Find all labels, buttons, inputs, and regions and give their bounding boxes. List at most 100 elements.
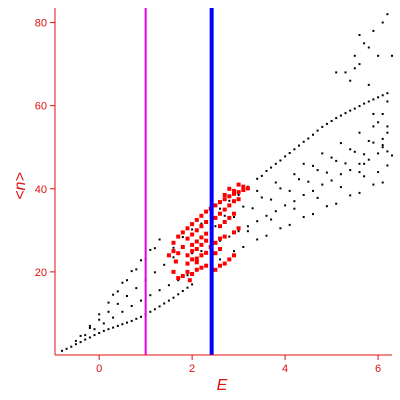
data-point-series-1	[166, 253, 171, 258]
data-point-series-1	[199, 213, 204, 218]
data-point-series-1	[218, 200, 222, 205]
data-point-series-1	[232, 199, 236, 204]
data-point-series-0	[312, 189, 314, 192]
data-point-series-1	[199, 242, 204, 247]
data-point-series-0	[312, 213, 314, 216]
data-point-series-0	[386, 92, 389, 95]
data-point-series-0	[372, 98, 375, 101]
data-point-series-0	[344, 71, 347, 74]
data-point-series-0	[386, 13, 389, 16]
data-point-series-0	[335, 71, 338, 74]
data-point-series-1	[185, 261, 190, 266]
data-point-series-1	[213, 240, 218, 245]
data-point-series-0	[363, 175, 366, 178]
data-point-series-1	[190, 272, 195, 276]
data-point-series-1	[218, 263, 222, 268]
data-point-series-0	[98, 318, 101, 321]
data-point-series-0	[228, 199, 231, 202]
data-point-series-0	[112, 293, 115, 296]
data-point-series-0	[353, 54, 356, 57]
data-point-series-0	[274, 181, 277, 184]
data-point-series-0	[181, 290, 184, 292]
data-point-series-0	[135, 268, 138, 271]
data-point-series-0	[130, 319, 133, 322]
data-point-series-0	[302, 162, 305, 165]
data-point-series-1	[232, 230, 236, 235]
data-point-series-1	[190, 257, 195, 262]
data-point-series-0	[372, 125, 375, 128]
data-point-series-0	[88, 327, 91, 329]
data-point-series-0	[302, 140, 305, 143]
data-point-series-0	[181, 236, 184, 238]
data-point-series-0	[279, 159, 282, 162]
data-point-series-1	[232, 188, 236, 193]
data-point-series-1	[204, 231, 209, 236]
data-point-series-0	[79, 341, 82, 344]
data-point-series-0	[381, 137, 384, 140]
data-point-series-0	[112, 326, 115, 329]
data-point-series-0	[93, 334, 96, 337]
data-point-series-0	[302, 216, 305, 218]
data-point-series-0	[246, 225, 249, 228]
data-point-series-0	[293, 148, 296, 151]
data-point-series-1	[227, 203, 232, 208]
data-point-series-0	[288, 189, 291, 192]
data-point-series-0	[316, 169, 319, 172]
data-point-series-0	[316, 196, 319, 199]
data-point-series-0	[293, 173, 296, 176]
data-point-series-1	[176, 276, 181, 281]
y-axis-title: <n>	[12, 172, 29, 200]
vertical-lines	[144, 8, 214, 355]
data-point-series-0	[130, 270, 133, 273]
data-point-series-0	[126, 279, 128, 282]
data-point-series-0	[372, 29, 375, 32]
data-point-series-0	[349, 109, 352, 112]
data-point-series-0	[353, 150, 356, 153]
data-point-series-0	[279, 227, 282, 230]
data-point-series-1	[190, 249, 195, 254]
data-point-series-0	[256, 238, 259, 241]
data-point-series-0	[158, 305, 161, 308]
data-point-series-0	[381, 113, 384, 115]
data-point-series-1	[185, 236, 190, 241]
data-point-series-0	[228, 235, 231, 238]
data-point-series-0	[121, 323, 124, 326]
data-point-series-0	[330, 156, 333, 159]
data-point-series-0	[251, 207, 254, 210]
data-point-series-0	[353, 107, 356, 110]
data-point-series-0	[140, 299, 142, 302]
data-point-series-0	[265, 169, 268, 172]
data-point-series-1	[222, 193, 227, 197]
data-point-series-0	[386, 125, 389, 128]
data-point-series-0	[186, 274, 189, 277]
data-point-series-1	[199, 224, 204, 229]
data-point-series-0	[163, 263, 166, 266]
data-point-series-0	[274, 162, 277, 165]
data-point-series-1	[213, 251, 218, 256]
data-point-series-0	[140, 315, 142, 318]
data-point-series-0	[242, 205, 245, 208]
data-point-series-1	[171, 249, 176, 254]
data-point-series-0	[158, 238, 161, 241]
data-point-series-0	[381, 144, 384, 147]
data-point-series-0	[367, 83, 370, 86]
data-point-series-0	[116, 302, 119, 305]
axes	[54, 8, 392, 356]
data-point-series-0	[233, 250, 235, 253]
data-point-series-0	[79, 334, 82, 337]
data-point-series-0	[377, 171, 380, 174]
data-point-series-0	[358, 171, 361, 174]
data-point-series-0	[372, 141, 375, 144]
data-point-series-1	[232, 253, 236, 258]
data-point-series-0	[344, 162, 347, 165]
data-point-series-0	[349, 148, 352, 151]
data-point-series-0	[349, 169, 352, 172]
data-point-series-0	[386, 164, 389, 167]
data-point-series-1	[180, 230, 185, 235]
data-point-series-1	[173, 259, 178, 264]
data-point-series-1	[204, 238, 209, 243]
data-point-series-0	[219, 207, 221, 210]
data-point-series-0	[325, 122, 328, 125]
data-point-series-0	[84, 338, 87, 341]
data-point-series-0	[149, 248, 152, 251]
